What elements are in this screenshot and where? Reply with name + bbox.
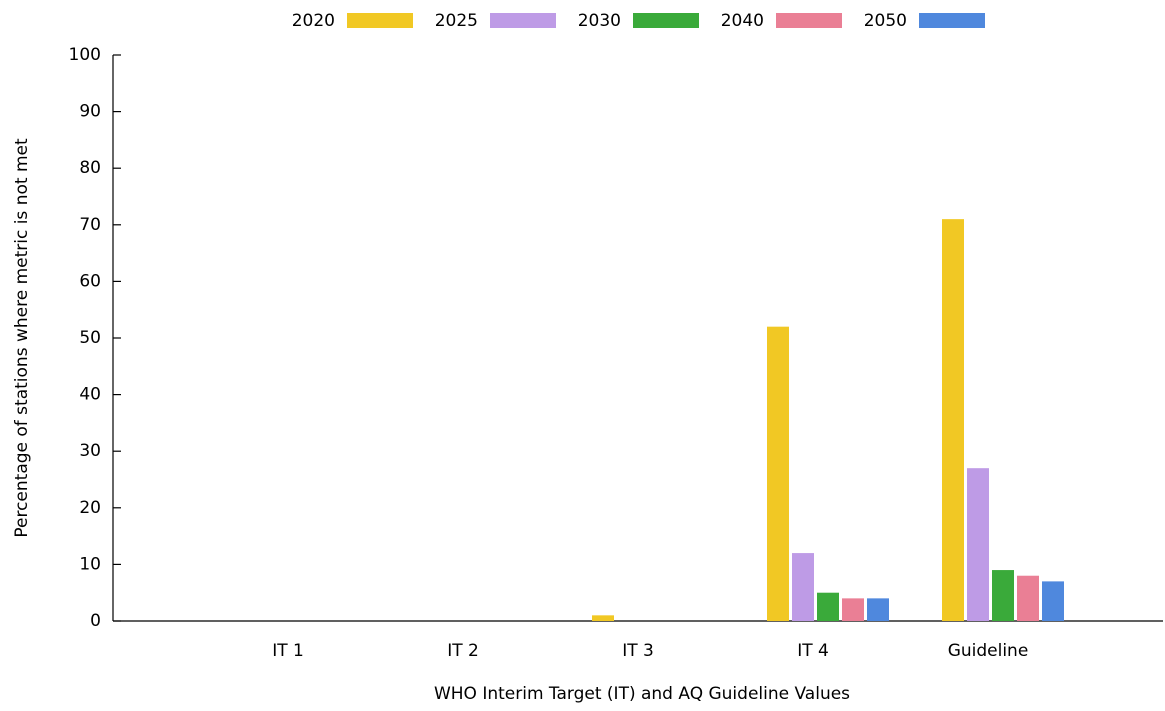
x-tick-label: Guideline [948,641,1029,661]
bar [867,598,889,621]
bar [1017,575,1039,621]
legend-swatch [347,13,413,28]
x-axis-label: WHO Interim Target (IT) and AQ Guideline… [434,684,850,704]
y-tick-label: 80 [79,158,101,178]
x-tick-label: IT 1 [272,641,304,661]
x-tick-label: IT 4 [797,641,829,661]
y-axis-label: Percentage of stations where metric is n… [12,138,32,538]
y-tick-label: 50 [79,328,101,348]
legend-label: 2020 [292,11,335,31]
y-tick-label: 0 [90,611,101,631]
bar [592,615,614,621]
y-tick-label: 60 [79,271,101,291]
x-tick-label: IT 3 [622,641,654,661]
x-tick-label: IT 2 [447,641,479,661]
legend-swatch [633,13,699,28]
legend-label: 2050 [864,11,907,31]
bar [817,592,839,621]
y-tick-label: 30 [79,441,101,461]
bar [967,468,989,621]
y-tick-label: 40 [79,385,101,405]
bar [942,219,964,621]
bar [992,570,1014,621]
bar [792,553,814,621]
legend-label: 2025 [435,11,478,31]
legend-label: 2040 [721,11,764,31]
y-tick-label: 70 [79,215,101,235]
legend-swatch [776,13,842,28]
legend-swatch [919,13,985,28]
y-tick-label: 90 [79,102,101,122]
y-tick-label: 10 [79,554,101,574]
bar [842,598,864,621]
y-tick-label: 100 [69,45,101,65]
legend-swatch [490,13,556,28]
y-tick-label: 20 [79,498,101,518]
legend-label: 2030 [578,11,621,31]
bar [767,326,789,621]
bar [1042,581,1064,621]
